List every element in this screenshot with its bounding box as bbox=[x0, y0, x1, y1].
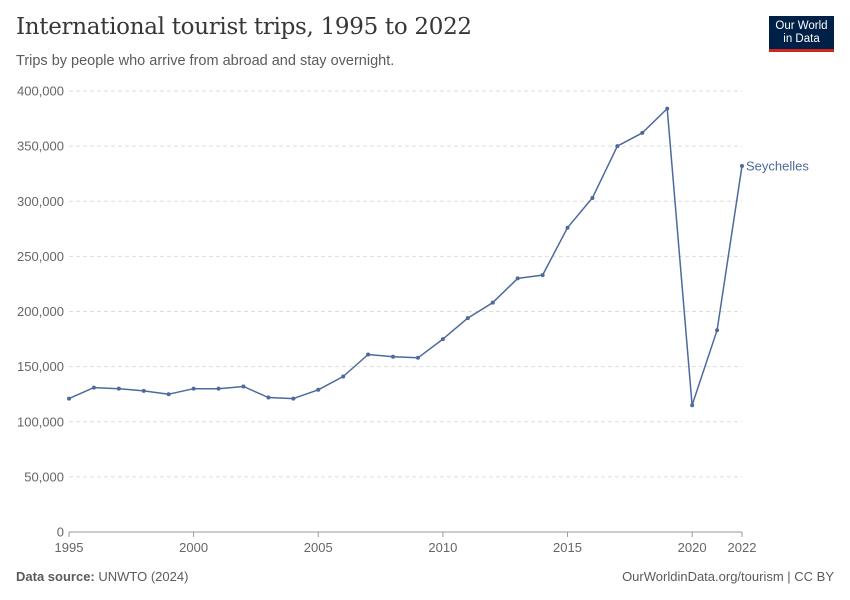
series-layer: Seychelles bbox=[67, 106, 809, 408]
data-point[interactable] bbox=[241, 384, 246, 389]
chart-subtitle: Trips by people who arrive from abroad a… bbox=[16, 53, 395, 69]
x-tick-label: 2000 bbox=[179, 540, 208, 555]
data-point[interactable] bbox=[291, 396, 296, 401]
owid-logo[interactable]: Our World in Data bbox=[769, 16, 834, 52]
footer-credit[interactable]: OurWorldinData.org/tourism | CC BY bbox=[622, 569, 834, 584]
y-tick-label: 350,000 bbox=[17, 139, 64, 154]
x-tick-label: 2020 bbox=[678, 540, 707, 555]
grid-lines bbox=[69, 90, 742, 478]
data-point[interactable] bbox=[341, 374, 346, 379]
data-point[interactable] bbox=[440, 337, 445, 342]
y-tick-label: 200,000 bbox=[17, 304, 64, 319]
data-point[interactable] bbox=[715, 328, 720, 333]
x-tick-label: 1995 bbox=[55, 540, 84, 555]
data-point[interactable] bbox=[415, 355, 420, 360]
y-tick-label: 100,000 bbox=[17, 414, 64, 429]
logo-line-2: in Data bbox=[783, 33, 820, 45]
data-point[interactable] bbox=[216, 386, 221, 391]
y-axis-ticks: 0 50,000 100,000 150,000 200,000 250,000 300,0… bbox=[17, 84, 64, 540]
data-point[interactable] bbox=[391, 354, 396, 359]
data-source-label: Data source: bbox=[16, 569, 95, 584]
x-tick-label: 2005 bbox=[304, 540, 333, 555]
y-tick-label: 150,000 bbox=[17, 359, 64, 374]
logo-line-1: Our World bbox=[775, 20, 828, 32]
data-point[interactable] bbox=[565, 225, 570, 230]
data-point[interactable] bbox=[366, 352, 371, 357]
data-point[interactable] bbox=[67, 396, 71, 401]
data-point[interactable] bbox=[590, 195, 595, 200]
chart-title: International tourist trips, 1995 to 202… bbox=[16, 14, 472, 40]
y-tick-label: 300,000 bbox=[17, 194, 64, 209]
y-tick-label: 250,000 bbox=[17, 249, 64, 264]
data-source-value[interactable]: UNWTO (2024) bbox=[98, 569, 189, 584]
y-tick-label: 50,000 bbox=[24, 469, 64, 484]
data-point[interactable] bbox=[640, 130, 645, 135]
data-point[interactable] bbox=[690, 403, 695, 408]
data-point[interactable] bbox=[665, 106, 670, 111]
x-tick-label: 2010 bbox=[428, 540, 457, 555]
data-point[interactable] bbox=[166, 392, 171, 397]
data-point[interactable] bbox=[316, 387, 321, 392]
line-chart: 0 50,000 100,000 150,000 200,000 250,000 300,0… bbox=[17, 84, 809, 556]
x-axis: 1995 2000 2005 2010 2015 2020 2022 bbox=[55, 531, 757, 555]
data-point[interactable] bbox=[191, 386, 196, 391]
data-point[interactable] bbox=[515, 276, 520, 281]
data-point[interactable] bbox=[740, 163, 744, 168]
data-point[interactable] bbox=[615, 144, 620, 149]
series-label[interactable]: Seychelles bbox=[746, 158, 809, 173]
data-point[interactable] bbox=[91, 385, 96, 390]
data-point[interactable] bbox=[540, 273, 545, 278]
data-point[interactable] bbox=[490, 300, 495, 305]
x-tick-label: 2015 bbox=[553, 540, 582, 555]
x-tick-label: 2022 bbox=[728, 540, 757, 555]
y-tick-label: 0 bbox=[57, 525, 64, 540]
data-point[interactable] bbox=[266, 395, 271, 400]
data-point[interactable] bbox=[141, 388, 146, 393]
data-point[interactable] bbox=[116, 386, 121, 391]
series-line[interactable] bbox=[68, 107, 743, 406]
data-source: Data source: UNWTO (2024) bbox=[16, 569, 188, 584]
y-tick-label: 400,000 bbox=[17, 84, 64, 99]
data-point[interactable] bbox=[465, 316, 470, 321]
